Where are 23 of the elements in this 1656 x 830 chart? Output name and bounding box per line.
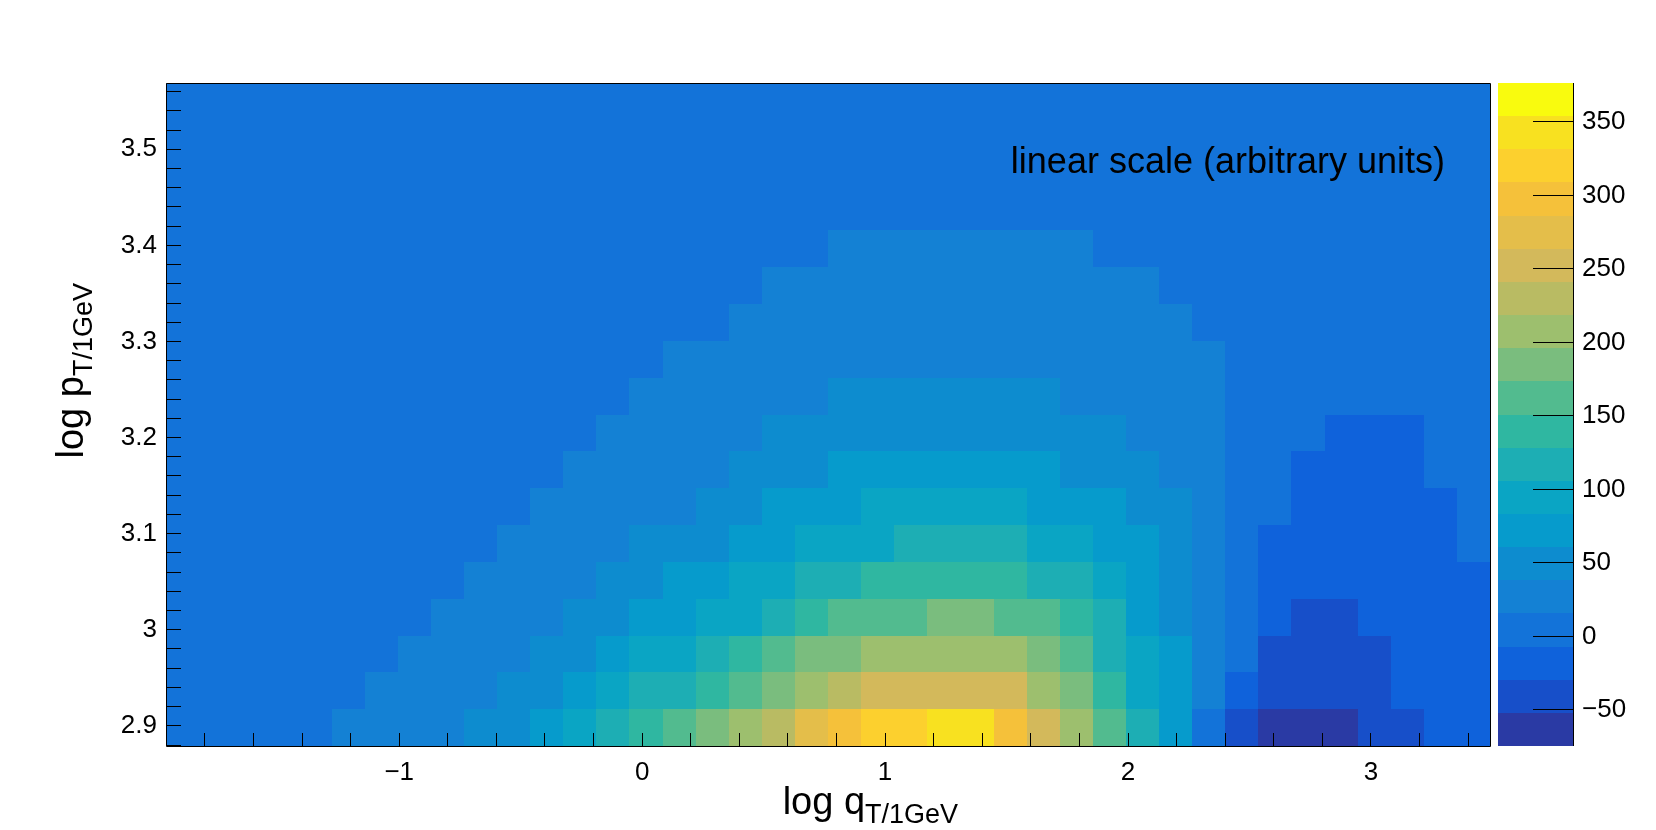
y-tick-label: 3.4 — [120, 228, 157, 259]
color-bar-label: 200 — [1582, 325, 1626, 356]
y-tick-label: 3.1 — [120, 516, 157, 547]
y-tick-label: 3 — [142, 612, 157, 643]
y-axis-title: log pT/1GeV — [49, 283, 99, 459]
x-tick-label: 0 — [634, 755, 650, 786]
color-bar-label: 350 — [1582, 104, 1626, 135]
color-bar-label: −50 — [1582, 692, 1627, 723]
x-tick-label: 1 — [877, 755, 893, 786]
color-bar-label: 150 — [1582, 398, 1626, 429]
annotation: linear scale (arbitrary units) — [1010, 140, 1445, 181]
x-tick-label: 2 — [1120, 755, 1136, 786]
x-tick-label: −1 — [384, 755, 415, 786]
color-bar-label: 250 — [1582, 251, 1626, 282]
color-bar-label: 0 — [1582, 619, 1597, 650]
x-tick-label: 3 — [1363, 755, 1379, 786]
y-tick-label: 3.2 — [120, 420, 157, 451]
y-tick-label: 2.9 — [120, 708, 157, 739]
color-bar-label: 50 — [1582, 545, 1611, 576]
color-bar-label: 300 — [1582, 178, 1626, 209]
y-tick-label: 3.5 — [120, 132, 157, 163]
y-tick-label: 3.3 — [120, 324, 157, 355]
color-bar-label: 100 — [1582, 472, 1626, 503]
